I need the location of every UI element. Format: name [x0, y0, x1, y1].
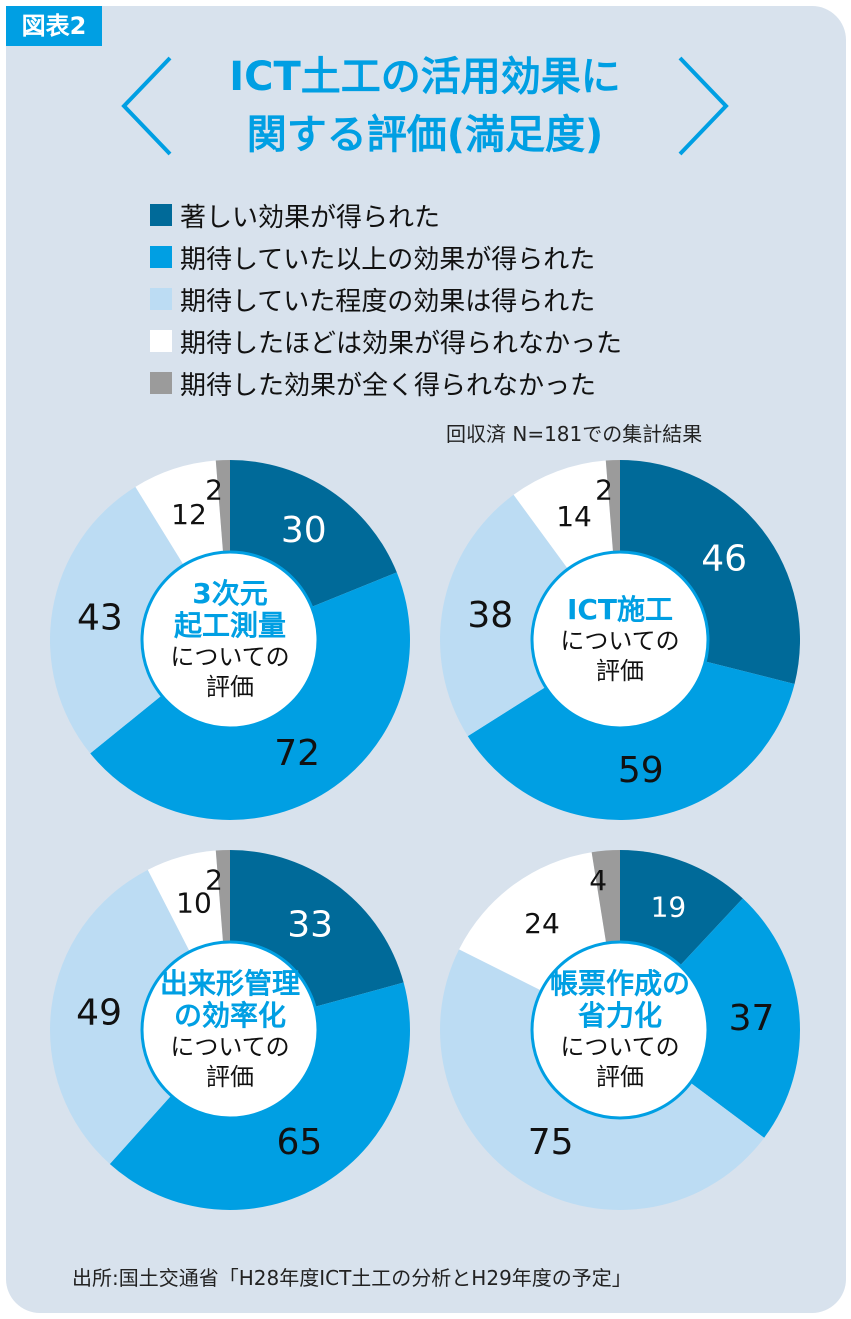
sample-note: 回収済 N=181での集計結果 [446, 422, 703, 446]
donut-hole [530, 550, 710, 730]
slice-value-label: 49 [76, 993, 122, 1034]
legend-item: 期待した効果が全く得られなかった [150, 362, 622, 404]
slice-value-label: 2 [205, 474, 223, 507]
center-title-line: 帳票作成の [549, 967, 690, 1000]
slice-value-label: 43 [77, 597, 123, 638]
title-line-1: ICT土工の活用効果に [229, 54, 621, 100]
legend-swatch [150, 372, 172, 394]
donut-center-label: 3次元 起工測量 についての 評価 [145, 578, 315, 702]
slice-value-label: 2 [205, 864, 223, 897]
slice-value-label: 19 [651, 891, 687, 924]
center-subtitle-line: についての [170, 1033, 290, 1061]
chart-title: ICT土工の活用効果に 関する評価(満足度) [180, 48, 670, 164]
center-title-line: 3次元 [192, 577, 268, 610]
center-title-line: 起工測量 [173, 609, 286, 642]
slice-value-label: 10 [176, 887, 212, 920]
slice-value-label: 12 [171, 498, 207, 531]
donut-slice [620, 898, 801, 1138]
slice-value-label: 33 [287, 905, 333, 946]
slice-value-label: 72 [274, 733, 320, 774]
legend: 著しい効果が得られた 期待していた以上の効果が得られた 期待していた程度の効果は… [150, 194, 622, 404]
legend-label: 期待していた以上の効果が得られた [180, 244, 596, 275]
legend-label: 期待した効果が全く得られなかった [180, 370, 597, 401]
center-title-line: 省力化 [577, 999, 662, 1032]
donut-hole [530, 940, 710, 1120]
center-title-line: ICT施工 [566, 593, 674, 626]
slice-value-label: 65 [276, 1122, 322, 1163]
slice-value-label: 30 [281, 510, 327, 551]
slice-value-label: 38 [467, 595, 513, 636]
slice-value-label: 37 [729, 998, 775, 1039]
right-chevron-icon [678, 56, 729, 156]
legend-label: 著しい効果が得られた [180, 202, 441, 233]
title-line-2: 関する評価(満足度) [246, 112, 604, 158]
donut-center-label: 帳票作成の 省力化 についての 評価 [535, 968, 705, 1092]
center-subtitle-line: についての [560, 1033, 680, 1061]
donut-slice [440, 494, 620, 737]
donut-hole [140, 550, 320, 730]
slice-value-label: 59 [618, 750, 664, 791]
donut-center-label: ICT施工 についての 評価 [535, 594, 705, 686]
slice-value-label: 2 [595, 474, 613, 507]
left-chevron-icon [121, 56, 172, 156]
figure-label: 図表2 [6, 6, 102, 46]
center-title-line: の効率化 [173, 999, 286, 1032]
center-subtitle-line: についての [170, 643, 290, 671]
donut-center-label: 出来形管理 の効率化 についての 評価 [145, 968, 315, 1092]
legend-swatch [150, 288, 172, 310]
slice-value-label: 24 [524, 907, 560, 940]
donut-hole [140, 940, 320, 1120]
center-subtitle-line: 評価 [206, 1063, 254, 1091]
slice-value-label: 4 [589, 864, 607, 897]
legend-label: 期待したほどは効果が得られなかった [180, 328, 623, 359]
legend-item: 期待したほどは効果が得られなかった [150, 320, 622, 362]
slice-value-label: 14 [556, 500, 592, 533]
center-title-line: 出来形管理 [159, 967, 300, 1000]
legend-swatch [150, 246, 172, 268]
donut-slice [49, 486, 230, 754]
center-subtitle-line: についての [560, 627, 680, 655]
legend-swatch [150, 204, 172, 226]
legend-swatch [150, 330, 172, 352]
legend-item: 期待していた程度の効果は得られた [150, 278, 622, 320]
center-subtitle-line: 評価 [596, 657, 644, 685]
slice-value-label: 46 [701, 538, 747, 579]
legend-label: 期待していた程度の効果は得られた [180, 286, 596, 317]
legend-item: 著しい効果が得られた [150, 194, 622, 236]
donut-slice [50, 869, 230, 1165]
source-note: 出所:国土交通省「H28年度ICT土工の分析とH29年度の予定」 [72, 1266, 632, 1290]
slice-value-label: 75 [528, 1122, 574, 1163]
legend-item: 期待していた以上の効果が得られた [150, 236, 622, 278]
center-subtitle-line: 評価 [596, 1063, 644, 1091]
center-subtitle-line: 評価 [206, 673, 254, 701]
